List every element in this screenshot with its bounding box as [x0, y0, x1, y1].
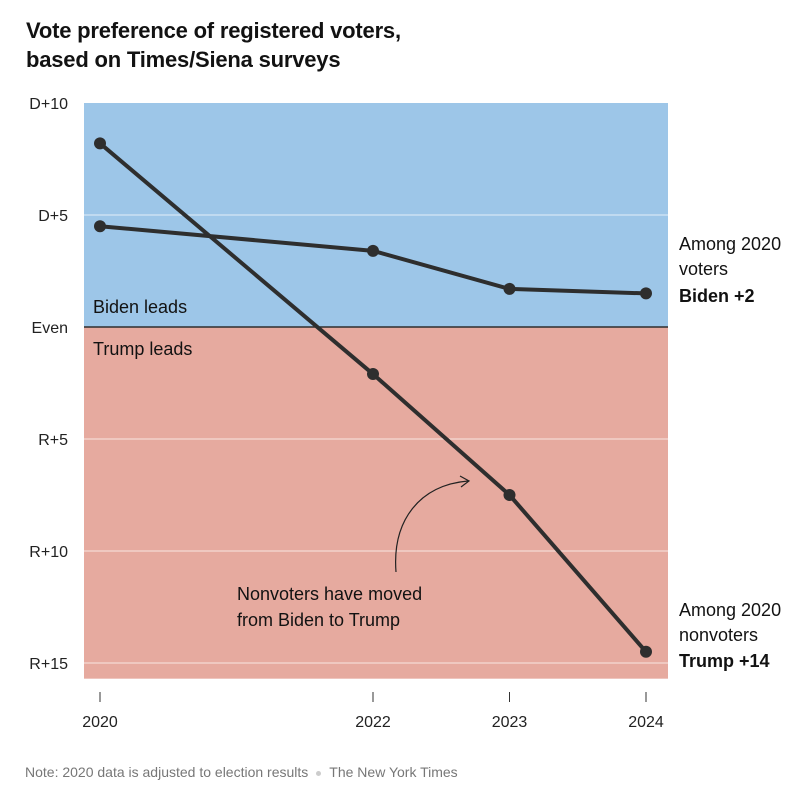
- y-tick-label: Even: [32, 320, 68, 337]
- footer-source: The New York Times: [329, 764, 458, 780]
- chart-title: Vote preference of registered voters, ba…: [26, 16, 401, 74]
- data-point: [367, 368, 379, 381]
- data-point: [640, 645, 652, 658]
- y-tick-label: R+5: [38, 432, 68, 449]
- x-tick-label: 2022: [355, 714, 391, 731]
- region-trump: [84, 327, 668, 679]
- arrowhead-icon: [459, 475, 471, 488]
- y-tick-label: R+10: [29, 544, 68, 561]
- x-tick-label: 2023: [492, 714, 528, 731]
- data-point: [503, 282, 516, 295]
- x-tick-label: 2020: [82, 714, 118, 731]
- series-label-line-1: Among 2020: [679, 234, 781, 254]
- y-tick-label: D+10: [29, 96, 68, 113]
- separator-dot: [316, 770, 322, 776]
- region-label-trump: Trump leads: [93, 339, 192, 359]
- y-tick-label: D+5: [38, 208, 68, 225]
- series-label-line-2: voters: [679, 259, 728, 279]
- annotation-arrow: [395, 480, 469, 573]
- footer-note: Note: 2020 data is adjusted to election …: [25, 764, 309, 780]
- data-point: [367, 244, 379, 257]
- annotation-line-2: from Biden to Trump: [237, 610, 400, 630]
- region-label-biden: Biden leads: [93, 297, 187, 317]
- title-line-1: Vote preference of registered voters,: [26, 18, 401, 43]
- footer: Note: 2020 data is adjusted to election …: [25, 764, 458, 780]
- annotation-line-1: Nonvoters have moved: [237, 584, 422, 604]
- data-point: [94, 137, 106, 150]
- series-label-line-2: nonvoters: [679, 625, 758, 645]
- title-line-2: based on Times/Siena surveys: [26, 47, 341, 72]
- data-point: [640, 287, 652, 300]
- x-tick-label: 2024: [628, 714, 664, 731]
- data-point: [503, 489, 516, 501]
- series-line-voters: [99, 224, 647, 296]
- series-label-line-1: Among 2020: [679, 600, 781, 620]
- series-line-nonvoters: [98, 141, 648, 654]
- y-tick-label: R+15: [29, 656, 68, 673]
- data-point: [94, 220, 106, 233]
- series-result-label: Biden +2: [679, 286, 755, 306]
- series-result-label: Trump +14: [679, 651, 770, 671]
